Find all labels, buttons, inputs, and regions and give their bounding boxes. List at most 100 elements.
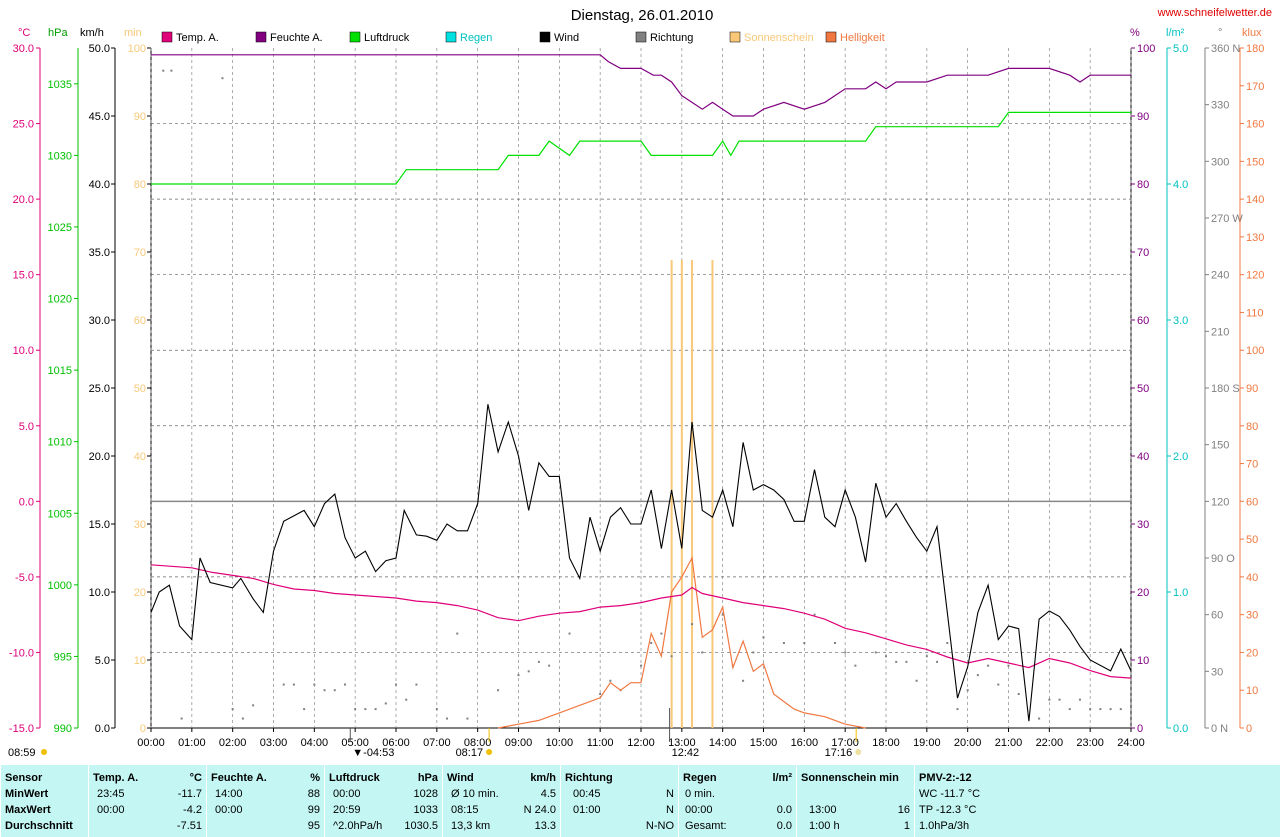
x-tick-label: 17:00 [831, 737, 859, 749]
time-markers: 08:59 ▼-04:53 08:17 12:42 17:16 [8, 708, 862, 759]
direction-point [987, 664, 990, 667]
sun-icon [41, 749, 47, 755]
direction-point [1109, 708, 1112, 711]
statistics-table: Sensor MinWert MaxWert Durchschnitt Temp. A.… [0, 765, 1280, 837]
site-link[interactable]: www.schneifelwetter.de [1157, 7, 1272, 19]
tick-label: 20 [1246, 647, 1258, 659]
unit-pressure: hPa [48, 27, 68, 39]
stats-cell-row: Gesamt: 0.0 [683, 819, 792, 833]
tick-label: 100 [1137, 43, 1155, 55]
tick-label: 1005 [48, 508, 72, 520]
direction-point [640, 664, 642, 667]
direction-point [1017, 693, 1020, 695]
x-tick-label: 10:00 [546, 737, 574, 749]
stats-pmv-value: 1.0hPa/3h [919, 820, 970, 832]
stats-cell-value: 1030.5 [404, 820, 438, 832]
tick-label: 70 [134, 247, 146, 259]
x-tick-label: 01:00 [178, 737, 206, 749]
tick-label: 0 [140, 723, 146, 735]
stats-col-header: Richtung [565, 771, 674, 785]
stats-col-direction: Richtung 00:45 N 01:00 N N-NO [560, 765, 678, 837]
tick-label: 50 [1137, 383, 1149, 395]
tick-label: 4.0 [1173, 179, 1188, 191]
tick-label: 60 [134, 315, 146, 327]
tick-label: 330 [1211, 100, 1229, 112]
stats-col-header: Feuchte A.% [211, 771, 320, 785]
stats-cell-time: 00:00 [333, 788, 361, 800]
stats-cell-value: -4.2 [183, 804, 202, 816]
direction-point [1099, 708, 1102, 711]
direction-point [548, 664, 551, 667]
tick-label: 40.0 [89, 179, 110, 191]
direction-point [395, 683, 397, 686]
tick-label: 270 W [1211, 213, 1243, 225]
stats-cell-value: 16 [897, 804, 910, 816]
direction-point [1089, 708, 1092, 711]
stats-col-humidity: Feuchte A.% 14:00 88 00:00 99 95 [206, 765, 324, 837]
direction-point [162, 69, 165, 72]
legend-swatch [539, 31, 551, 43]
tick-label: 20 [1137, 587, 1149, 599]
stats-cell-row: 00:00 -4.2 [93, 803, 202, 817]
tick-label: 15.0 [89, 519, 110, 531]
direction-point [803, 642, 806, 644]
stats-col-rain: Regen l/m² 0 min. 00:00 0.0 Gesamt: 0.0 [678, 765, 796, 837]
direction-point [1038, 717, 1041, 720]
grid [150, 48, 1132, 728]
stats-col-header: PMV-2:-12 [919, 771, 1030, 785]
tick-label: 10 [1246, 685, 1258, 697]
sunrise-icon [486, 749, 493, 755]
direction-point [343, 683, 346, 686]
direction-point [415, 683, 418, 686]
direction-point [976, 674, 979, 677]
tick-label: 30 [134, 519, 146, 531]
stats-col-header-label: Sonnenschein min [801, 772, 899, 784]
legend-label: Luftdruck [364, 32, 410, 44]
direction-point [568, 632, 571, 635]
tick-label: 1.0 [1173, 587, 1188, 599]
stats-cell-time: 00:00 [685, 804, 713, 816]
tick-label: 35.0 [89, 247, 110, 259]
direction-point [844, 651, 847, 654]
x-tick-label: 14:00 [709, 737, 737, 749]
x-tick-label: 05:00 [341, 737, 369, 749]
tick-label: 120 [1211, 496, 1229, 508]
stats-cell-row [801, 787, 910, 801]
stats-cell-row: 23:45 -11.7 [93, 787, 202, 801]
series-line-temp-a- [150, 564, 1132, 679]
tick-label: 60 [1211, 610, 1223, 622]
stats-col-pressure: Luftdruck hPa 00:00 1028 20:59 1033 ^2.0hPa/h 1… [324, 765, 442, 837]
stats-col-header-label: Feuchte A. [211, 772, 267, 784]
tick-label: 80 [1246, 421, 1258, 433]
tick-label: 25.0 [89, 383, 110, 395]
stats-cell-row: 20:59 1033 [329, 803, 438, 817]
stats-col-pmv: PMV-2:-12 WC -11.7 °C TP -12.3 °C 1.0hPa/3h [914, 765, 1034, 837]
stats-cell-row: 00:45 N [565, 787, 674, 801]
x-tick-label: 11:00 [587, 737, 614, 749]
tick-label: 90 [134, 111, 146, 123]
unit-sunmin: min [124, 27, 142, 39]
direction-point [956, 708, 959, 711]
legend-label: Sonnenschein [744, 32, 814, 44]
series-line-feuchte-a- [151, 54, 1131, 117]
tick-label: -10.0 [9, 647, 34, 659]
tick-label: 240 [1211, 270, 1229, 282]
legend-swatch [255, 31, 267, 43]
tick-label: 30.0 [13, 43, 34, 55]
tick-label: 1035 [48, 79, 72, 91]
tick-label: -5.0 [15, 572, 34, 584]
x-tick-label: 16:00 [791, 737, 819, 749]
direction-point [1007, 664, 1010, 667]
legend-swatch [349, 31, 361, 43]
tick-label: 2.0 [1173, 451, 1188, 463]
tick-label: 300 [1211, 156, 1229, 168]
tick-label: 15.0 [13, 270, 34, 282]
tick-label: 0.0 [19, 496, 34, 508]
stats-cell-row: 0 min. [683, 787, 792, 801]
stats-col-sunshine: Sonnenschein min 13:00 16 1:00 h 1 [796, 765, 914, 837]
stats-cell-value: N [666, 788, 674, 800]
direction-point [966, 689, 969, 692]
tick-label: 90 [1137, 111, 1149, 123]
direction-point [364, 708, 367, 711]
stats-col-header-label: Wind [447, 772, 474, 784]
